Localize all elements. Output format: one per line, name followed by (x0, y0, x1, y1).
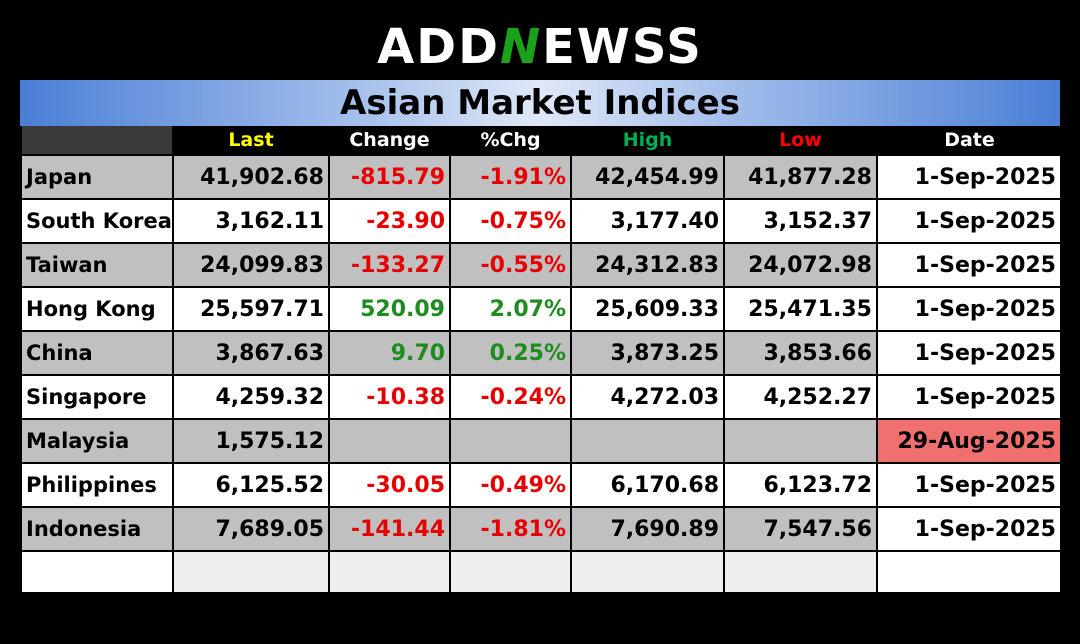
index-name-cell: Indonesia (20, 506, 174, 552)
last-cell: 41,902.68 (172, 154, 330, 200)
high-cell: 24,312.83 (570, 242, 725, 288)
index-name-cell: Philippines (20, 462, 174, 508)
last-cell: 4,259.32 (172, 374, 330, 420)
index-name-cell: Singapore (20, 374, 174, 420)
high-cell: 3,873.25 (570, 330, 725, 376)
pct-change-cell (449, 418, 572, 464)
header-date: Date (876, 126, 1061, 155)
logo-part-2: N (499, 19, 543, 75)
table-row: Indonesia 7,689.05 -141.44 -1.81% 7,690.89 7,… (20, 506, 1062, 552)
index-name-cell: Malaysia (20, 418, 174, 464)
high-cell: 6,170.68 (570, 462, 725, 508)
empty-cell (723, 550, 878, 594)
empty-cell (449, 550, 572, 594)
header-low: Low (723, 126, 877, 155)
table-row: Malaysia 1,575.12 29-Aug-2025 (20, 418, 1062, 464)
empty-cell (876, 550, 1062, 594)
page-title: Asian Market Indices (340, 83, 740, 123)
empty-cell (172, 550, 330, 594)
pct-change-cell: -1.91% (449, 154, 572, 200)
change-cell: 520.09 (328, 286, 451, 332)
date-cell: 1-Sep-2025 (876, 506, 1062, 552)
pct-change-cell: 0.25% (449, 330, 572, 376)
title-banner: Asian Market Indices (20, 80, 1060, 126)
index-name-cell: Taiwan (20, 242, 174, 288)
low-cell: 25,471.35 (723, 286, 878, 332)
change-cell (328, 418, 451, 464)
change-cell: -10.38 (328, 374, 451, 420)
header-last: Last (172, 126, 329, 155)
change-cell: -141.44 (328, 506, 451, 552)
change-cell: 9.70 (328, 330, 451, 376)
index-name-cell: Japan (20, 154, 174, 200)
date-cell: 1-Sep-2025 (876, 154, 1062, 200)
low-cell: 24,072.98 (723, 242, 878, 288)
header-row: Last Change %Chg High Low Date (20, 126, 1061, 155)
table-row: Singapore 4,259.32 -10.38 -0.24% 4,272.03 4,2… (20, 374, 1062, 420)
index-name-cell: China (20, 330, 174, 376)
table-row: Philippines 6,125.52 -30.05 -0.49% 6,170.68 6… (20, 462, 1062, 508)
brand-logo-text: ADD N EWSS (377, 23, 703, 71)
last-cell: 3,162.11 (172, 198, 330, 244)
low-cell: 6,123.72 (723, 462, 878, 508)
low-cell: 3,853.66 (723, 330, 878, 376)
last-cell: 6,125.52 (172, 462, 330, 508)
change-cell: -23.90 (328, 198, 451, 244)
logo-part-1: ADD (377, 19, 500, 75)
high-cell: 42,454.99 (570, 154, 725, 200)
empty-cell (570, 550, 725, 594)
low-cell (723, 418, 878, 464)
change-cell: -30.05 (328, 462, 451, 508)
empty-cell (328, 550, 451, 594)
pct-change-cell: 2.07% (449, 286, 572, 332)
last-cell: 1,575.12 (172, 418, 330, 464)
last-cell: 3,867.63 (172, 330, 330, 376)
brand-logo: ADD N EWSS (0, 14, 1080, 80)
header-change: Change (328, 126, 450, 155)
low-cell: 4,252.27 (723, 374, 878, 420)
pct-change-cell: -1.81% (449, 506, 572, 552)
table-row: Japan 41,902.68 -815.79 -1.91% 42,454.99 41,8… (20, 154, 1062, 200)
empty-row (20, 550, 1062, 594)
table-row: South Korea 3,162.11 -23.90 -0.75% 3,177.40 3… (20, 198, 1062, 244)
change-cell: -815.79 (328, 154, 451, 200)
last-cell: 25,597.71 (172, 286, 330, 332)
header-corner (20, 126, 173, 155)
date-cell: 1-Sep-2025 (876, 462, 1062, 508)
change-cell: -133.27 (328, 242, 451, 288)
high-cell: 4,272.03 (570, 374, 725, 420)
high-cell (570, 418, 725, 464)
header-high: High (570, 126, 724, 155)
low-cell: 3,152.37 (723, 198, 878, 244)
table-row: Hong Kong 25,597.71 520.09 2.07% 25,609.33 25… (20, 286, 1062, 332)
date-cell: 1-Sep-2025 (876, 286, 1062, 332)
table-row: Taiwan 24,099.83 -133.27 -0.55% 24,312.83 24,… (20, 242, 1062, 288)
market-indices-table: Last Change %Chg High Low Date Japan 41,9… (20, 126, 1062, 594)
date-cell: 1-Sep-2025 (876, 330, 1062, 376)
logo-part-3: EWSS (542, 19, 703, 75)
low-cell: 41,877.28 (723, 154, 878, 200)
index-name-cell: South Korea (20, 198, 174, 244)
date-cell: 1-Sep-2025 (876, 374, 1062, 420)
pct-change-cell: -0.55% (449, 242, 572, 288)
pct-change-cell: -0.49% (449, 462, 572, 508)
low-cell: 7,547.56 (723, 506, 878, 552)
pct-change-cell: -0.24% (449, 374, 572, 420)
high-cell: 25,609.33 (570, 286, 725, 332)
high-cell: 3,177.40 (570, 198, 725, 244)
table-row: China 3,867.63 9.70 0.25% 3,873.25 3,853.66 1-… (20, 330, 1062, 376)
index-name-cell: Hong Kong (20, 286, 174, 332)
last-cell: 7,689.05 (172, 506, 330, 552)
date-cell: 1-Sep-2025 (876, 242, 1062, 288)
last-cell: 24,099.83 (172, 242, 330, 288)
pct-change-cell: -0.75% (449, 198, 572, 244)
empty-cell (20, 550, 174, 594)
date-cell: 29-Aug-2025 (876, 418, 1062, 464)
high-cell: 7,690.89 (570, 506, 725, 552)
header-pct-change: %Chg (449, 126, 571, 155)
date-cell: 1-Sep-2025 (876, 198, 1062, 244)
